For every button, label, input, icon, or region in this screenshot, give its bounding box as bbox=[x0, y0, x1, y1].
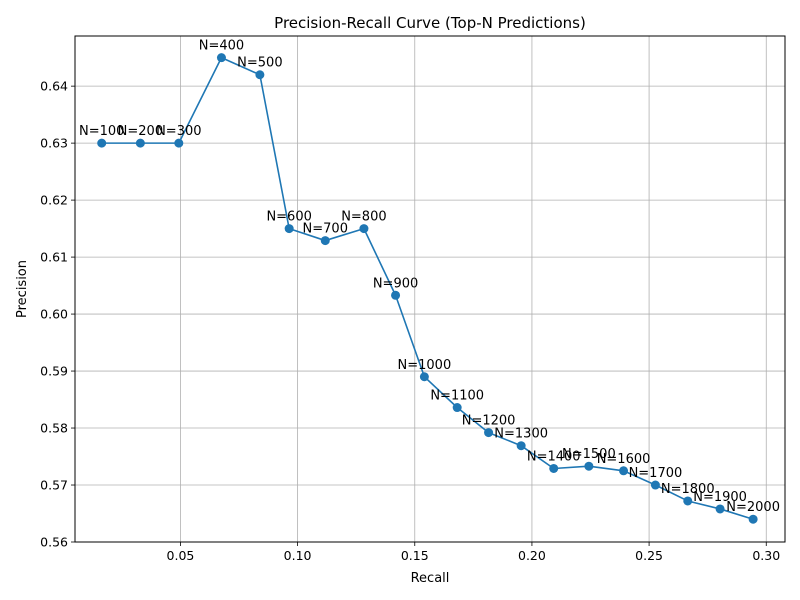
grid bbox=[75, 36, 785, 543]
x-axis-title: Recall bbox=[411, 571, 450, 586]
data-point-label: N=1900 bbox=[693, 490, 747, 505]
data-point-label: N=1300 bbox=[494, 427, 548, 442]
data-point-marker bbox=[484, 428, 494, 438]
chart-title: Precision-Recall Curve (Top-N Prediction… bbox=[274, 14, 586, 32]
y-tick-label: 0.57 bbox=[40, 478, 68, 493]
data-point-label: N=1100 bbox=[430, 389, 484, 404]
data-point-label: N=1700 bbox=[629, 466, 683, 481]
data-point-label: N=500 bbox=[237, 56, 282, 71]
data-point-label: N=800 bbox=[341, 210, 386, 225]
data-point-label: N=1500 bbox=[562, 447, 616, 462]
data-point-marker bbox=[174, 138, 184, 148]
x-tick-label: 0.25 bbox=[635, 548, 663, 563]
data-point-label: N=1800 bbox=[661, 482, 715, 497]
y-axis-title: Precision bbox=[15, 260, 30, 318]
data-point-marker bbox=[715, 504, 725, 514]
data-point-label: N=2000 bbox=[726, 500, 780, 515]
data-point-marker bbox=[135, 138, 145, 148]
data-point-label: N=1600 bbox=[597, 452, 651, 467]
data-point-marker bbox=[255, 70, 265, 80]
y-tick-label: 0.64 bbox=[40, 79, 68, 94]
data-point-label: N=200 bbox=[118, 124, 163, 139]
data-point-marker bbox=[216, 53, 226, 63]
data-point-label: N=1000 bbox=[398, 358, 452, 373]
data-point-label: N=1400 bbox=[527, 449, 581, 464]
data-point-label: N=700 bbox=[303, 222, 348, 237]
y-tick-label: 0.60 bbox=[40, 307, 68, 322]
x-tick-label: 0.15 bbox=[401, 548, 429, 563]
data-point-marker bbox=[549, 463, 559, 473]
data-point-marker bbox=[97, 138, 107, 148]
data-point-label: N=300 bbox=[156, 124, 201, 139]
data-point-label: N=100 bbox=[79, 124, 124, 139]
y-tick-label: 0.61 bbox=[40, 250, 68, 265]
series-markers bbox=[97, 53, 758, 524]
y-tick-label: 0.63 bbox=[40, 136, 68, 151]
x-tick-label: 0.20 bbox=[518, 548, 546, 563]
x-tick-label: 0.30 bbox=[752, 548, 780, 563]
x-tick-label: 0.10 bbox=[284, 548, 312, 563]
series-line bbox=[101, 56, 754, 520]
data-point-marker bbox=[320, 236, 330, 246]
y-tick-label: 0.59 bbox=[40, 364, 68, 379]
y-tick-label: 0.56 bbox=[40, 535, 68, 550]
data-point-label: N=900 bbox=[373, 276, 418, 291]
data-point-marker bbox=[419, 372, 429, 382]
y-tick-label: 0.58 bbox=[40, 421, 68, 436]
y-tick-label: 0.62 bbox=[40, 193, 68, 208]
data-point-marker bbox=[584, 461, 594, 471]
series-line-group bbox=[101, 56, 754, 520]
data-point-marker bbox=[619, 466, 629, 476]
plot-frame bbox=[74, 35, 786, 543]
data-point-marker bbox=[359, 224, 369, 234]
x-tick-label: 0.05 bbox=[167, 548, 195, 563]
data-point-label: N=600 bbox=[266, 210, 311, 225]
data-point-marker bbox=[284, 224, 294, 234]
y-axis: 0.56 0.57 0.58 0.59 0.60 0.61 0.62 0.63 0.64 bbox=[40, 79, 75, 550]
data-point-label: N=1200 bbox=[462, 414, 516, 429]
data-point-marker bbox=[391, 290, 401, 300]
data-point-marker bbox=[683, 496, 693, 506]
data-point-label: N=400 bbox=[199, 39, 244, 54]
data-point-marker bbox=[452, 403, 462, 413]
data-point-marker bbox=[748, 514, 758, 524]
x-axis: 0.05 0.10 0.15 0.20 0.25 0.30 bbox=[167, 542, 780, 563]
data-point-marker bbox=[650, 480, 660, 490]
data-point-marker bbox=[516, 441, 526, 451]
